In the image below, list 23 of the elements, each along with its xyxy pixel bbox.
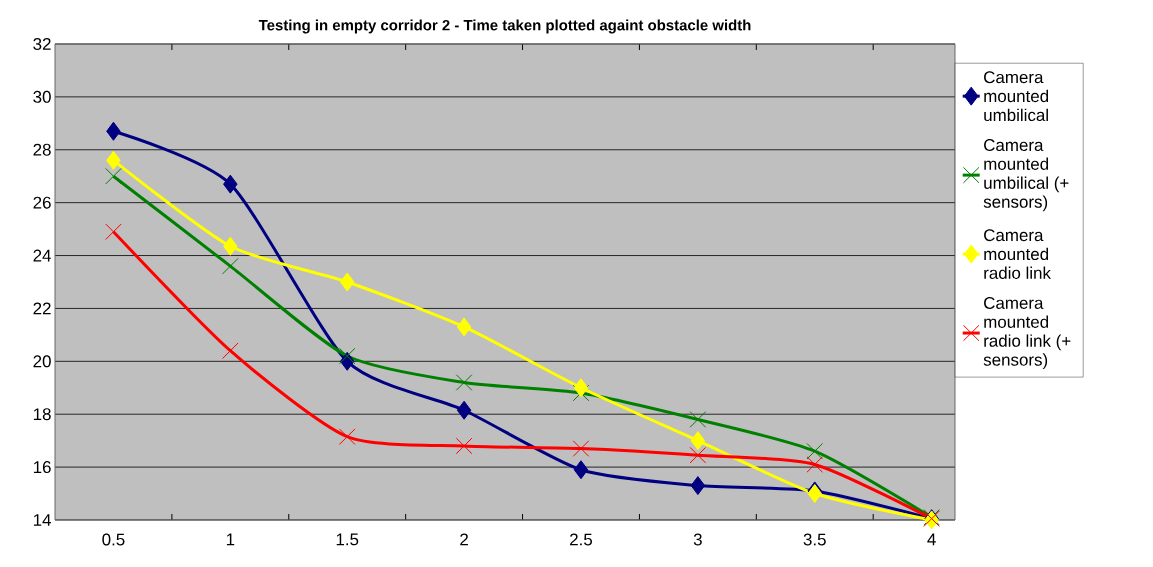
x-tick-label: 0.5 xyxy=(102,533,125,546)
y-tick-label: 32 xyxy=(33,37,51,50)
x-tick-label: 2.5 xyxy=(570,533,593,546)
x-tick-label: 3 xyxy=(693,533,702,546)
y-tick-label: 16 xyxy=(33,461,51,474)
y-tick-label: 18 xyxy=(33,408,51,421)
legend-label: Camera mounted umbilical xyxy=(984,71,1049,122)
legend-label: Camera mounted radio link (+ sensors) xyxy=(983,296,1071,370)
x-tick-label: 3.5 xyxy=(803,533,826,546)
chart-title: Testing in empty corridor 2 - Time taken plotted againt obstacle width xyxy=(258,19,751,34)
y-tick-label: 24 xyxy=(33,249,51,262)
legend-label: Camera mounted umbilical (+ sensors) xyxy=(983,139,1069,212)
y-tick-label: 20 xyxy=(33,355,51,368)
y-tick-label: 14 xyxy=(33,514,51,526)
y-tick-label: 26 xyxy=(33,196,51,209)
x-tick-label: 2 xyxy=(460,533,468,546)
y-tick-label: 28 xyxy=(33,143,51,156)
y-tick-label: 30 xyxy=(33,90,51,103)
legend-label: Camera mounted radio link xyxy=(984,229,1051,280)
y-tick-label: 22 xyxy=(33,302,51,315)
x-tick-label: 1 xyxy=(226,533,235,546)
x-tick-label: 1.5 xyxy=(336,533,359,546)
x-tick-label: 4 xyxy=(927,533,936,546)
